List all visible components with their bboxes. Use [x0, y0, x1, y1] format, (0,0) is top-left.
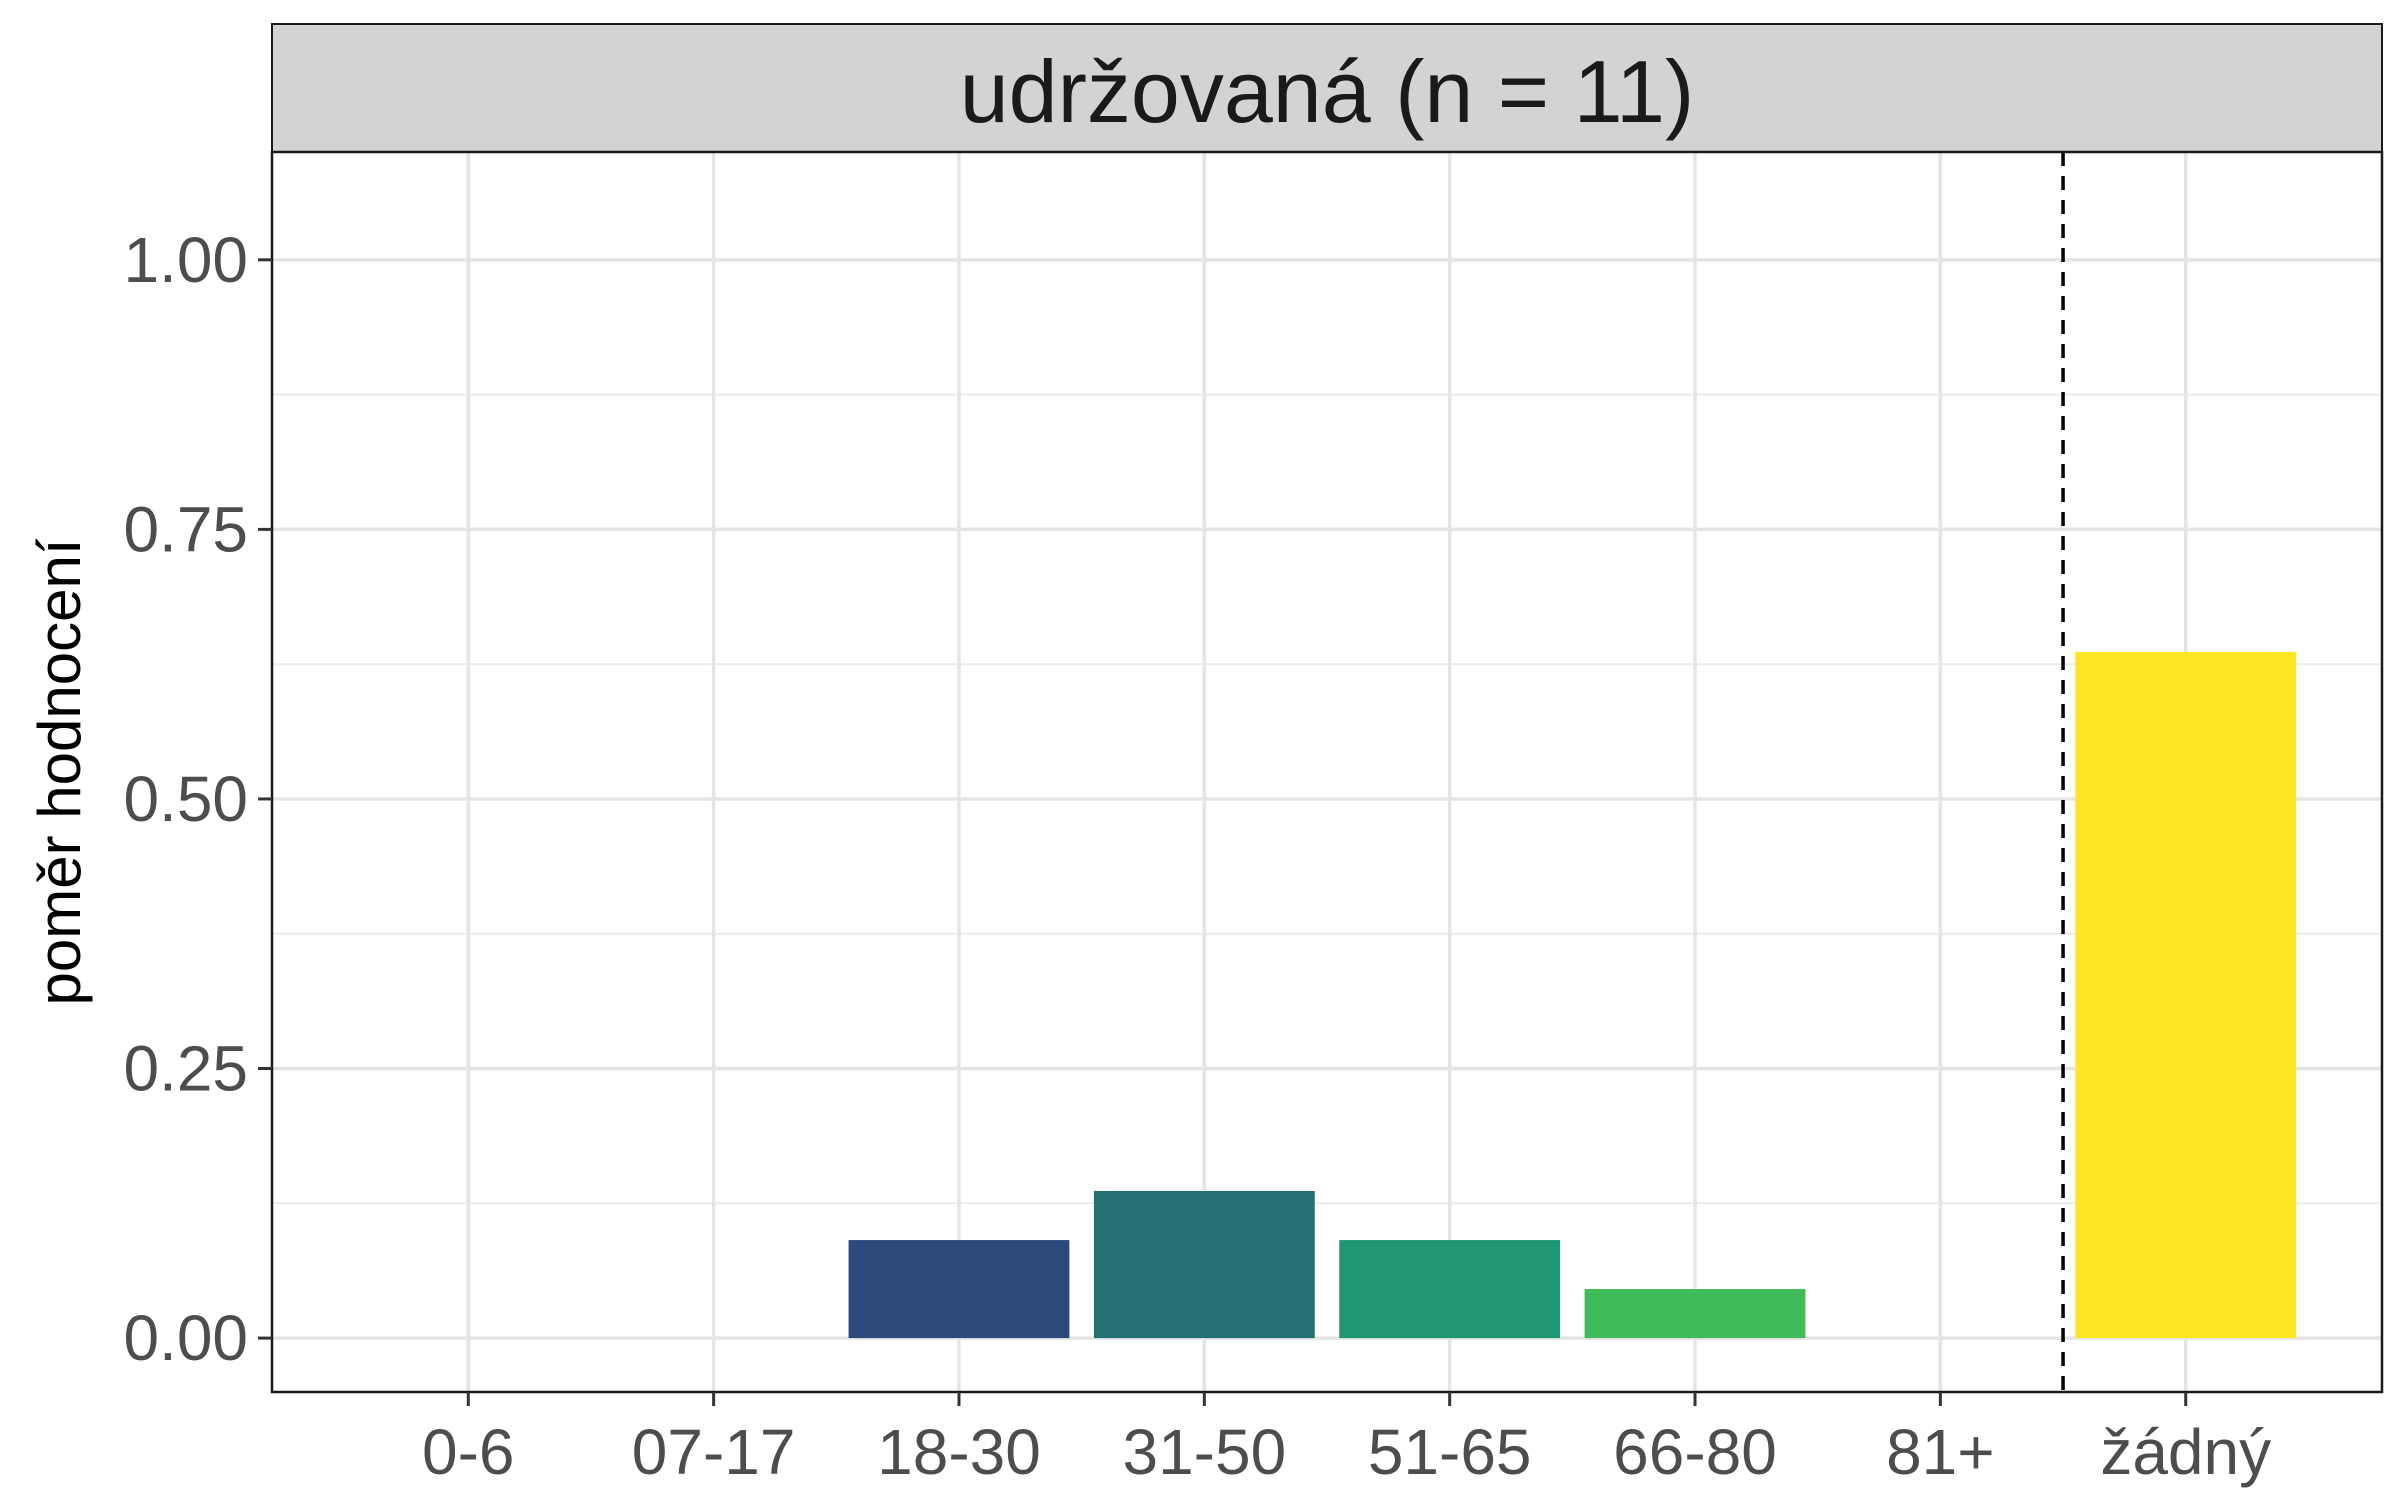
- bars: [848, 651, 2297, 1339]
- bar-31-50: [1093, 1191, 1315, 1339]
- plot-panel: [272, 152, 2382, 1392]
- y-tick-label: 0.00: [123, 1302, 248, 1374]
- x-tick-label: 07-17: [632, 1416, 796, 1488]
- y-tick-label: 1.00: [123, 224, 248, 296]
- x-axis: 0-6 07-17 18-30 31-50 51-65 66-80 81+ žádný: [422, 1392, 2271, 1488]
- x-tick-label: žádný: [2100, 1416, 2271, 1488]
- y-axis-title: poměr hodnocení: [26, 538, 93, 1005]
- x-tick-label: 18-30: [877, 1416, 1041, 1488]
- bar-66-80: [1584, 1289, 1806, 1339]
- bar-18-30: [848, 1240, 1070, 1339]
- panel-border: [270, 150, 2384, 1394]
- y-tick-label: 0.25: [123, 1033, 248, 1105]
- gridlines: [272, 152, 2382, 1392]
- bar-51-65: [1339, 1240, 1561, 1339]
- facet-title: udržovaná (n = 11): [960, 42, 1695, 141]
- x-tick-label: 81+: [1886, 1416, 1995, 1488]
- x-tick-label: 31-50: [1122, 1416, 1286, 1488]
- x-tick-label: 51-65: [1368, 1416, 1532, 1488]
- y-axis: 0.00 0.25 0.50 0.75 1.00: [123, 224, 272, 1374]
- y-tick-label: 0.50: [123, 763, 248, 835]
- x-tick-label: 66-80: [1613, 1416, 1777, 1488]
- x-tick-label: 0-6: [422, 1416, 515, 1488]
- bar-žádný: [2075, 651, 2297, 1339]
- facet-strip: [271, 23, 2383, 153]
- y-tick-label: 0.75: [123, 493, 248, 565]
